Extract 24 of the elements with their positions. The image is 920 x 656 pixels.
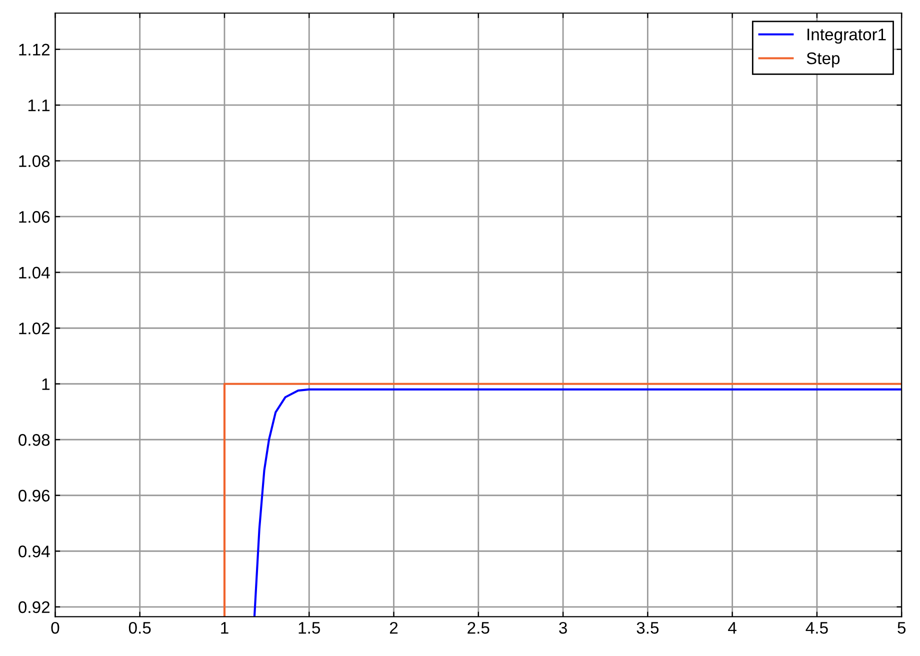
y-tick-label: 1.1: [28, 100, 50, 112]
x-tick-label: 2.5: [468, 622, 490, 634]
y-tick-label: 0.96: [18, 490, 50, 502]
x-tick-label: 3.5: [636, 622, 659, 634]
y-tick-label: 0.92: [18, 601, 50, 614]
x-tick-label: 5: [898, 622, 906, 634]
y-tick-label: 1.06: [19, 211, 50, 223]
x-tick-label: 1.5: [298, 622, 320, 634]
x-tick-label: 1: [221, 622, 228, 634]
x-tick-label: 4.5: [806, 622, 828, 634]
x-tick-label: 2: [390, 622, 398, 634]
y-tick-label: 1.08: [19, 155, 50, 168]
x-tick-label: 0.5: [128, 622, 151, 634]
x-tick-label: 0: [51, 622, 60, 634]
y-tick-label: 0.98: [18, 434, 50, 446]
legend-label: Integrator1: [808, 28, 886, 44]
x-tick-label: 3: [559, 622, 567, 634]
y-tick-label: 1.04: [19, 266, 50, 279]
legend-label: Step: [806, 52, 840, 68]
y-tick-label: 1: [42, 378, 50, 390]
y-tick-label: 1.12: [19, 44, 50, 56]
y-tick-label: 1.02: [19, 322, 50, 334]
x-tick-label: 4: [728, 622, 736, 634]
y-tick-label: 0.94: [18, 546, 50, 558]
